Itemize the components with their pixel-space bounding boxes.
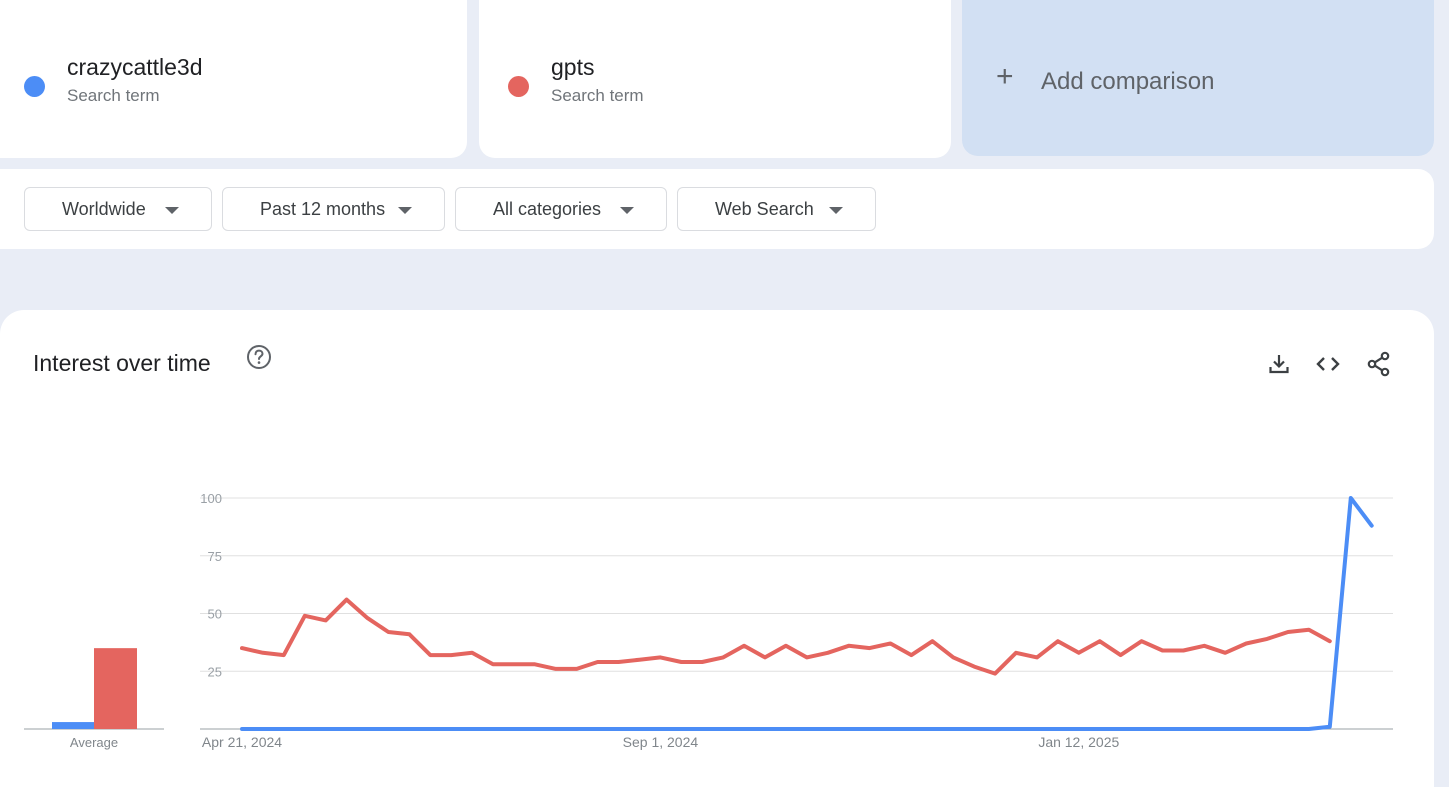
search-term-card-1[interactable]: crazycattle3d Search term [0, 0, 467, 158]
y-tick-label: 100 [200, 491, 222, 506]
filter-bar: Worldwide Past 12 months All categories … [0, 169, 1434, 249]
region-filter-label: Worldwide [62, 198, 146, 219]
y-tick-label: 75 [208, 549, 222, 564]
dropdown-caret-icon [165, 207, 179, 214]
chart-title: Interest over time [33, 350, 211, 376]
y-tick-label: 50 [208, 607, 222, 622]
download-icon[interactable] [1265, 350, 1293, 378]
x-tick-label: Apr 21, 2024 [202, 734, 282, 750]
x-tick-label: Sep 1, 2024 [623, 734, 699, 750]
category-filter-dropdown[interactable]: All categories [455, 187, 667, 231]
search-term-name[interactable]: crazycattle3d [67, 54, 203, 80]
share-icon[interactable] [1365, 350, 1393, 378]
add-comparison-label: Add comparison [1041, 68, 1215, 95]
dropdown-caret-icon [829, 207, 843, 214]
add-comparison-button[interactable]: + Add comparison [962, 0, 1434, 156]
plus-icon: + [996, 60, 1014, 93]
series-color-dot [24, 76, 45, 97]
region-filter-dropdown[interactable]: Worldwide [24, 187, 212, 231]
average-bar-gpts [94, 648, 137, 729]
search-term-card-2[interactable]: gpts Search term [479, 0, 951, 158]
average-bar-crazycattle3d [52, 722, 95, 729]
search-type-filter-dropdown[interactable]: Web Search [677, 187, 876, 231]
time-filter-label: Past 12 months [260, 198, 386, 219]
embed-code-icon[interactable] [1314, 350, 1342, 378]
search-type-filter-label: Web Search [715, 198, 814, 219]
average-label: Average [70, 735, 118, 750]
x-tick-label: Jan 12, 2025 [1038, 734, 1119, 750]
search-term-name[interactable]: gpts [551, 54, 595, 80]
series-line-gpts [240, 597, 1332, 676]
help-icon[interactable] [246, 344, 272, 370]
y-tick-label: 25 [208, 664, 222, 679]
interest-over-time-card: Interest over time 25 50 75 100 Apr 21, 2024… [0, 310, 1434, 787]
category-filter-label: All categories [493, 198, 602, 219]
series-color-dot [508, 76, 529, 97]
dropdown-caret-icon [398, 207, 412, 214]
dropdown-caret-icon [620, 207, 634, 214]
interest-over-time-chart[interactable]: 25 50 75 100 Apr 21, 2024 Sep 1, 2024 Jan 12, … [0, 310, 1434, 787]
search-term-type: Search term [551, 86, 644, 105]
series-line-crazycattle3d [240, 496, 1374, 731]
search-term-type: Search term [67, 86, 160, 105]
time-filter-dropdown[interactable]: Past 12 months [222, 187, 445, 231]
